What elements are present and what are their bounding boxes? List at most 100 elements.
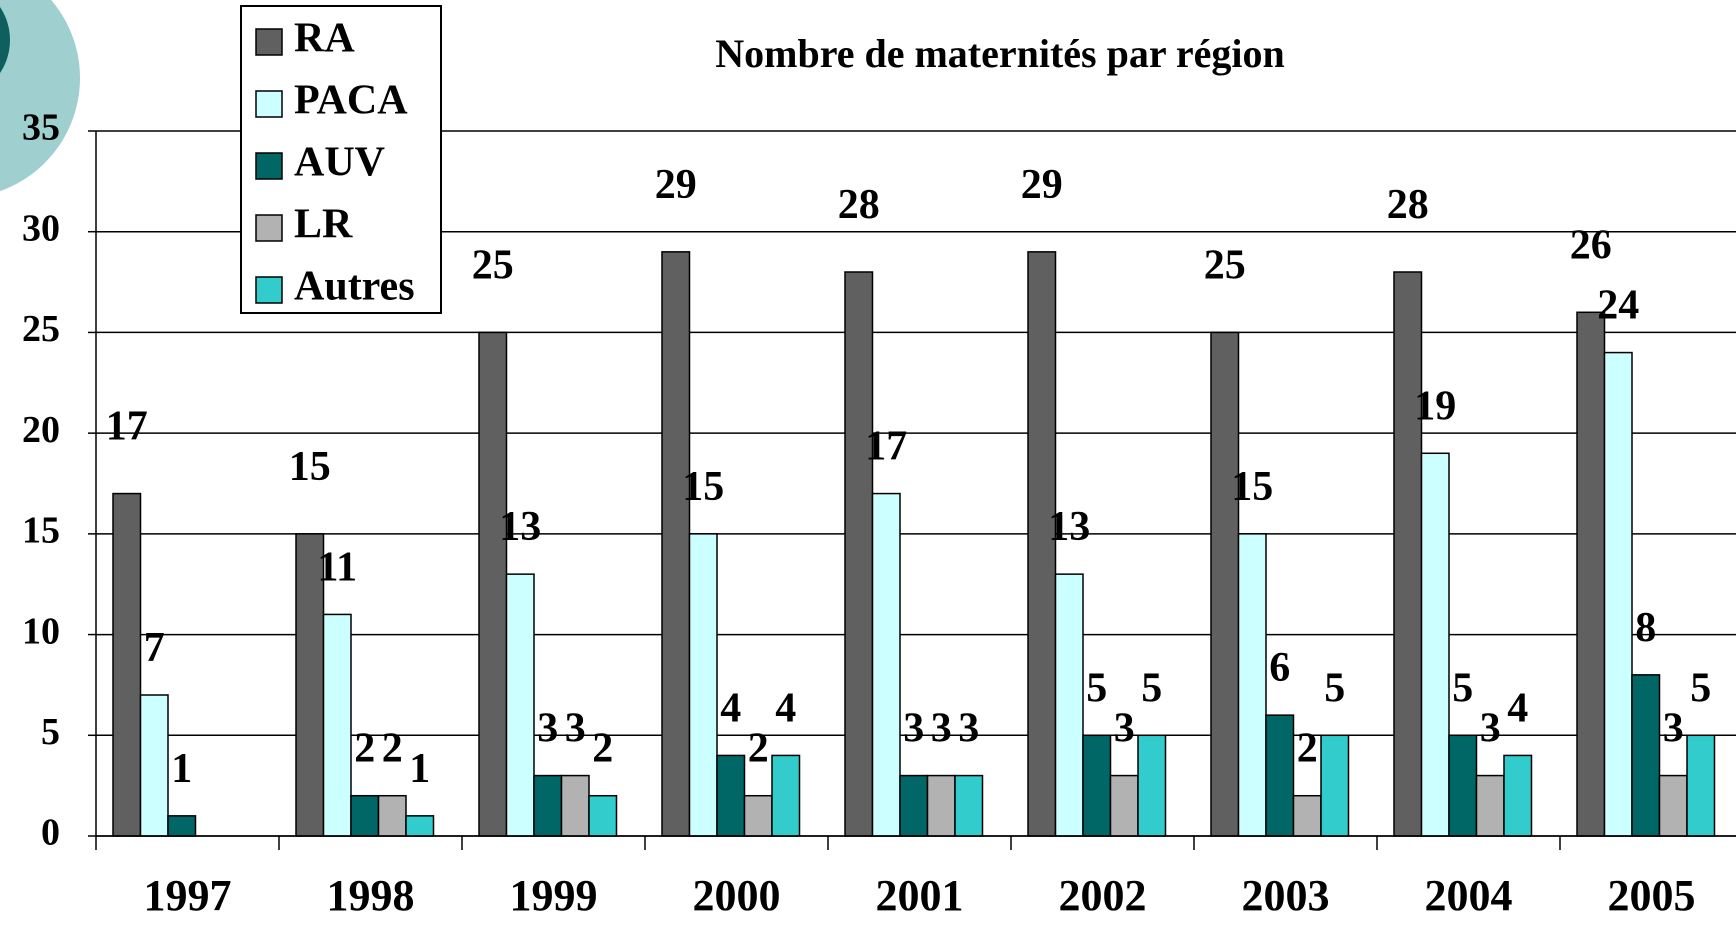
bar [1603, 351, 1633, 837]
bar [1054, 573, 1084, 837]
data-label: 29 [1021, 162, 1063, 208]
bar [1393, 271, 1423, 837]
chart-title: Nombre de maternités par région [715, 31, 1285, 76]
bar [871, 492, 901, 837]
data-label: 24 [1597, 283, 1639, 329]
y-tick-label: 25 [22, 308, 60, 350]
data-label: 15 [682, 464, 724, 510]
bar [926, 774, 956, 837]
bar [112, 492, 142, 837]
bar [1082, 734, 1112, 837]
bar [661, 251, 691, 837]
y-tick-label: 30 [22, 207, 60, 249]
legend-swatch [255, 214, 283, 242]
bar [322, 613, 352, 837]
x-tick-label: 2003 [1242, 871, 1330, 920]
bar [1420, 452, 1450, 837]
data-label: 13 [1048, 504, 1090, 550]
bar [844, 271, 874, 837]
legend-label: Autres [294, 264, 415, 310]
bar [1658, 774, 1688, 837]
bar [1576, 311, 1606, 837]
bar [1210, 331, 1240, 837]
bar [1027, 251, 1057, 837]
data-label: 8 [1635, 605, 1656, 651]
data-label: 11 [317, 544, 357, 590]
legend-label: AUV [294, 140, 385, 186]
x-tick-label: 1997 [144, 871, 232, 920]
bar [505, 573, 535, 837]
data-label: 2 [382, 726, 403, 772]
bar [954, 774, 984, 837]
data-label: 15 [1231, 464, 1273, 510]
data-label: 25 [472, 242, 514, 288]
legend-swatch [255, 152, 283, 180]
bar [560, 774, 590, 837]
bar [1448, 734, 1478, 837]
data-label: 4 [1507, 685, 1528, 731]
data-label: 2 [592, 726, 613, 772]
data-label: 28 [838, 182, 880, 228]
y-tick-label: 0 [41, 812, 60, 854]
data-label: 6 [1269, 645, 1290, 691]
legend-label: PACA [294, 78, 408, 124]
data-label: 15 [289, 444, 331, 490]
data-label: 19 [1414, 383, 1456, 429]
data-label: 3 [1663, 706, 1684, 752]
bar [1292, 794, 1322, 837]
bar [1686, 734, 1716, 837]
bar [588, 794, 618, 837]
data-label: 3 [565, 706, 586, 752]
data-label: 29 [655, 162, 697, 208]
x-tick-label: 1998 [327, 871, 415, 920]
data-label: 3 [903, 706, 924, 752]
data-label: 3 [958, 706, 979, 752]
bar [1237, 533, 1267, 837]
data-label: 3 [1480, 706, 1501, 752]
data-label: 17 [865, 424, 907, 470]
data-label: 7 [144, 625, 165, 671]
bar [533, 774, 563, 837]
legend-swatch [255, 90, 283, 118]
x-tick-label: 2001 [876, 871, 964, 920]
y-tick-label: 10 [22, 610, 60, 652]
bar [1475, 774, 1505, 837]
data-label: 5 [1086, 665, 1107, 711]
data-label: 3 [537, 706, 558, 752]
bar [1265, 714, 1295, 837]
data-label: 4 [775, 685, 796, 731]
bar [1137, 734, 1167, 837]
legend-swatch [255, 28, 283, 56]
data-label: 28 [1387, 182, 1429, 228]
bar [899, 774, 929, 837]
bar [743, 794, 773, 837]
decoration [0, 6, 10, 74]
data-label: 3 [931, 706, 952, 752]
data-label: 25 [1204, 242, 1246, 288]
decoration [0, 0, 80, 192]
data-label: 5 [1452, 665, 1473, 711]
y-tick-label: 5 [41, 711, 60, 753]
x-tick-label: 2005 [1608, 871, 1696, 920]
bar [716, 754, 746, 837]
legend-label: LR [294, 202, 353, 248]
data-label: 17 [106, 404, 148, 450]
bar [478, 331, 508, 837]
x-tick-label: 2002 [1059, 871, 1147, 920]
bar [167, 815, 197, 837]
bar [1631, 674, 1661, 837]
data-label: 5 [1690, 665, 1711, 711]
data-label: 2 [1297, 726, 1318, 772]
x-tick-label: 2004 [1425, 871, 1513, 920]
bar [139, 694, 169, 837]
y-tick-label: 20 [22, 409, 60, 451]
data-label: 2 [354, 726, 375, 772]
bar [1109, 774, 1139, 837]
data-label: 4 [720, 685, 741, 731]
bar [405, 815, 435, 837]
bar [688, 533, 718, 837]
data-label: 5 [1324, 665, 1345, 711]
data-label: 2 [748, 726, 769, 772]
data-label: 5 [1141, 665, 1162, 711]
